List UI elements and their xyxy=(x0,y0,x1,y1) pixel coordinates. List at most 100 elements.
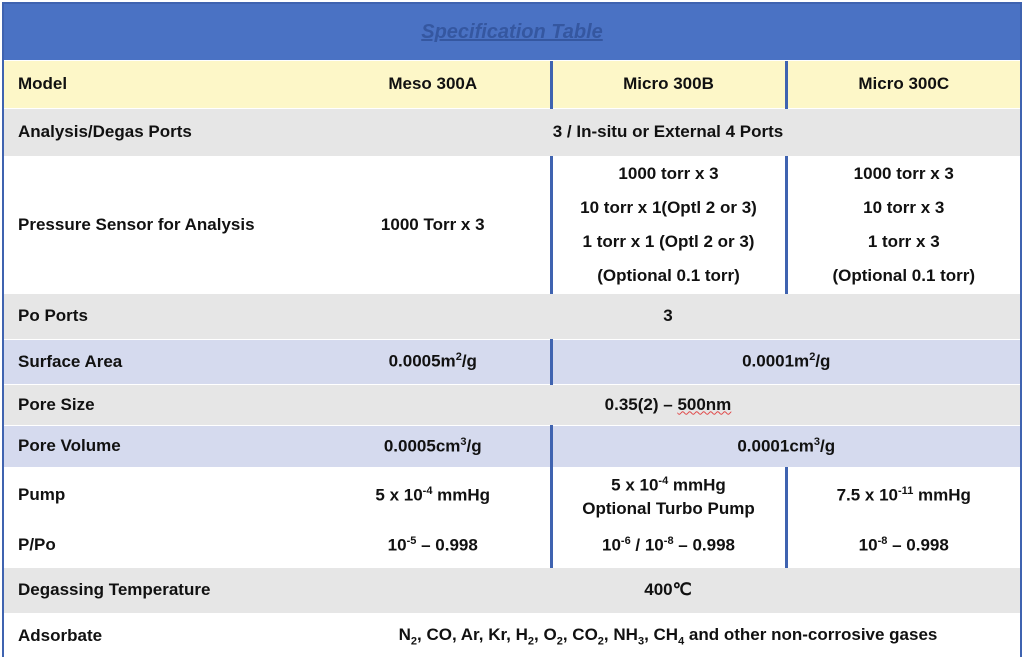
pressure-sensor-300c: 1000 torr x 3 10 torr x 3 1 torr x 3 (Op… xyxy=(784,155,1020,293)
adsorbate-separator: , xyxy=(603,625,614,645)
adsorbate-gas-subscript: 2 xyxy=(527,635,535,648)
pore-volume-micro: 0.0001cm3/g xyxy=(549,424,1020,467)
pump-300b: 5 x 10-4 mmHg Optional Turbo Pump xyxy=(549,466,786,523)
pressure-sensor-300b-line: 1000 torr x 3 xyxy=(618,163,719,183)
row-pore-size: Pore Size 0.35(2) – 500nm xyxy=(4,383,1020,425)
pressure-sensor-300c-line: 1000 torr x 3 xyxy=(853,163,954,183)
surface-area-meso-num: 0.0005m xyxy=(388,351,456,371)
pore-volume-micro-unit: /g xyxy=(820,436,836,456)
adsorbate-gas-subscript: 2 xyxy=(556,635,563,648)
row-po-ports: Po Ports 3 xyxy=(4,292,1020,339)
analysis-ports-value: 3 / In-situ or External 4 Ports xyxy=(316,107,1020,156)
p-po-300b: 10-6 / 10-8 – 0.998 xyxy=(549,522,786,567)
row-pump: Pump 5 x 10-4 mmHg 5 x 10-4 mmHg Optiona… xyxy=(4,466,1020,523)
p-po-300b-base: 10 xyxy=(601,535,621,555)
pump-300c-exp: -11 xyxy=(898,484,914,497)
adsorbate-separator: , xyxy=(562,625,573,645)
degassing-temp-value: 400℃ xyxy=(316,566,1020,613)
adsorbate-separator: , xyxy=(534,625,544,645)
pore-volume-meso-exp: 3 xyxy=(460,435,467,448)
pressure-sensor-300b: 1000 torr x 3 10 torr x 1(Optl 2 or 3) 1… xyxy=(549,155,786,293)
pore-volume-micro-num: 0.0001cm xyxy=(737,436,814,456)
pore-volume-meso-unit: /g xyxy=(466,436,482,456)
po-ports-label: Po Ports xyxy=(4,292,316,339)
p-po-300b-mid: / 10 xyxy=(630,535,664,555)
pump-300b-line2: Optional Turbo Pump xyxy=(582,498,755,518)
pump-300b-unit: mmHg xyxy=(668,475,726,495)
adsorbate-gas-subscript: 2 xyxy=(410,635,417,648)
pump-meso-unit: mmHg xyxy=(432,485,491,505)
pump-300c: 7.5 x 10-11 mmHg xyxy=(784,466,1020,523)
row-pore-volume: Pore Volume 0.0005cm3/g 0.0001cm3/g xyxy=(4,424,1020,467)
adsorbate-separator: , xyxy=(644,625,654,645)
p-po-300c-rest: – 0.998 xyxy=(887,535,949,555)
surface-area-micro-unit: /g xyxy=(815,351,831,371)
pump-300c-base: 7.5 x 10 xyxy=(836,485,899,505)
adsorbate-value: N2, CO, Ar, Kr, H2, O2, CO2, NH3, CH4 an… xyxy=(316,612,1020,659)
pore-size-label: Pore Size xyxy=(4,383,316,425)
pressure-sensor-300b-line: (Optional 0.1 torr) xyxy=(597,265,740,285)
row-analysis-ports: Analysis/Degas Ports 3 / In-situ or Exte… xyxy=(4,107,1020,156)
adsorbate-gas-subscript: 2 xyxy=(597,635,604,648)
p-po-300b-rest: – 0.998 xyxy=(673,535,736,555)
adsorbate-label: Adsorbate xyxy=(4,612,316,659)
p-po-meso-rest: – 0.998 xyxy=(416,535,478,555)
adsorbate-gas-subscript: 3 xyxy=(637,635,645,648)
p-po-300b-exp1: -6 xyxy=(620,534,631,547)
adsorbate-gas: NH xyxy=(613,625,638,645)
surface-area-micro: 0.0001m2/g xyxy=(549,338,1020,384)
pump-300b-line1: 5 x 10-4 mmHg xyxy=(553,470,785,497)
p-po-300c: 10-8 – 0.998 xyxy=(784,522,1020,567)
adsorbate-gas: N xyxy=(398,625,411,645)
adsorbate-separator: , xyxy=(506,625,516,645)
pore-size-prefix: 0.35(2) – xyxy=(604,394,678,414)
adsorbate-gas: CO xyxy=(426,625,452,645)
pump-300c-unit: mmHg xyxy=(913,485,971,505)
p-po-meso-exp: -5 xyxy=(406,534,417,547)
pore-size-underlined: 500nm xyxy=(677,394,732,414)
p-po-300c-exp: -8 xyxy=(877,534,888,547)
adsorbate-separator: , xyxy=(417,625,427,645)
adsorbate-gas: Kr xyxy=(488,625,507,645)
adsorbate-gas: CO xyxy=(572,625,598,645)
surface-area-micro-num: 0.0001m xyxy=(742,351,810,371)
pressure-sensor-300c-line: 10 torr x 3 xyxy=(863,197,945,217)
adsorbate-separator: , xyxy=(451,625,461,645)
surface-area-micro-exp: 2 xyxy=(809,351,816,364)
adsorbate-gas: H xyxy=(515,625,528,645)
header-model-label: Model xyxy=(18,74,68,94)
po-ports-value: 3 xyxy=(316,292,1020,339)
pressure-sensor-label: Pressure Sensor for Analysis xyxy=(4,155,316,293)
surface-area-meso-unit: /g xyxy=(461,351,477,371)
row-surface-area: Surface Area 0.0005m2/g 0.0001m2/g xyxy=(4,338,1020,384)
spec-table: Model Meso 300A Micro 300B Micro 300C An… xyxy=(4,61,1020,659)
pump-label: Pump xyxy=(4,466,316,523)
pressure-sensor-300c-line: 1 torr x 3 xyxy=(867,231,940,251)
pore-volume-meso-num: 0.0005cm xyxy=(383,436,461,456)
analysis-ports-label: Analysis/Degas Ports xyxy=(4,107,316,156)
p-po-label: P/Po xyxy=(4,522,316,567)
table-title: Specification Table xyxy=(421,20,603,43)
pump-meso-base: 5 x 10 xyxy=(375,485,423,505)
pump-meso: 5 x 10-4 mmHg xyxy=(316,466,551,523)
row-p-po: P/Po 10-5 – 0.998 10-6 / 10-8 – 0.998 10… xyxy=(4,522,1020,567)
p-po-300b-exp2: -8 xyxy=(663,534,674,547)
p-po-meso-base: 10 xyxy=(387,535,407,555)
row-degassing-temp: Degassing Temperature 400℃ xyxy=(4,566,1020,613)
row-pressure-sensor: Pressure Sensor for Analysis 1000 Torr x… xyxy=(4,155,1020,293)
pump-300b-exp: -4 xyxy=(658,475,669,488)
pump-meso-exp: -4 xyxy=(422,484,433,497)
p-po-300c-base: 10 xyxy=(858,535,878,555)
pressure-sensor-300c-line: (Optional 0.1 torr) xyxy=(832,265,976,285)
pressure-sensor-300b-line: 10 torr x 1(Optl 2 or 3) xyxy=(580,197,757,217)
pump-300b-base: 5 x 10 xyxy=(611,475,659,495)
pressure-sensor-meso: 1000 Torr x 3 xyxy=(316,155,551,293)
pore-volume-label: Pore Volume xyxy=(4,424,316,467)
pore-size-value: 0.35(2) – 500nm xyxy=(316,383,1020,425)
row-adsorbate: Adsorbate N2, CO, Ar, Kr, H2, O2, CO2, N… xyxy=(4,612,1020,659)
header-micro-300c: Micro 300C xyxy=(784,61,1020,108)
header-meso-300a: Meso 300A xyxy=(388,74,478,94)
degassing-temp-label: Degassing Temperature xyxy=(4,566,316,613)
adsorbate-gas: Ar xyxy=(460,625,479,645)
